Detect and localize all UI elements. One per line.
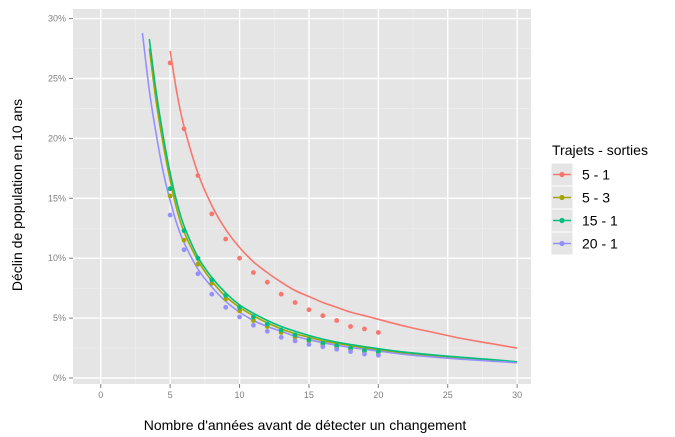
data-point-20-1 [181,247,187,253]
legend-label: 15 - 1 [582,213,618,229]
y-tick-label: 20% [48,133,66,143]
data-point-20-1 [237,314,242,320]
y-tick-label: 25% [48,73,66,83]
data-point-5-3 [251,318,256,323]
y-tick-label: 5% [53,313,66,323]
data-point-15-1 [167,186,173,192]
data-point-15-1 [292,332,298,338]
x-tick-label: 0 [98,390,103,400]
plot-panel [73,9,531,384]
data-point-20-1 [306,342,312,347]
legend-key-point [559,171,565,178]
data-point-20-1 [292,338,298,344]
data-point-15-1 [306,337,312,343]
x-tick-label: 10 [235,390,245,400]
data-point-20-1 [223,304,229,310]
legend-label: 5 - 1 [582,167,610,183]
data-point-5-3 [195,261,201,267]
y-tick-label: 10% [48,253,66,263]
data-point-5-1 [251,270,256,275]
x-tick-label: 20 [373,390,383,400]
legend-label: 5 - 3 [582,190,610,206]
data-point-15-1 [237,304,242,310]
legend-key-point [559,194,565,201]
data-point-15-1 [195,255,201,261]
data-point-5-3 [223,296,229,302]
data-point-20-1 [251,322,256,328]
x-tick-label: 15 [304,390,314,400]
legend: Trajets - sorties 5 - 1 5 - 3 15 - 1 20 - 1 [550,142,648,256]
data-point-20-1 [334,346,340,352]
legend-key-point [559,217,565,224]
data-point-5-1 [195,173,201,178]
data-point-20-1 [278,334,284,340]
data-point-15-1 [223,292,229,298]
x-axis-title: Nombre d'années avant de détecter un cha… [144,417,467,433]
data-point-20-1 [362,351,367,357]
data-point-5-1 [292,300,298,305]
data-point-15-1 [209,277,215,283]
data-point-5-1 [320,313,326,319]
data-point-5-1 [306,307,312,313]
data-point-5-1 [223,236,229,242]
data-point-20-1 [195,271,201,277]
legend-title: Trajets - sorties [552,142,648,158]
data-point-15-1 [181,228,187,234]
data-point-5-3 [209,280,215,286]
data-point-15-1 [251,314,256,320]
data-point-5-3 [237,308,242,314]
series-line-15-1 [148,38,518,363]
x-axis: 0 5 10 15 20 25 30 [98,384,522,400]
data-point-20-1 [167,212,173,218]
data-point-15-1 [362,348,367,353]
data-point-15-1 [334,343,340,349]
y-axis-title: Déclin de population en 10 ans [9,99,25,291]
legend-label: 20 - 1 [582,236,618,252]
data-point-5-3 [181,237,187,243]
data-point-15-1 [320,340,326,346]
y-tick-label: 15% [48,193,66,203]
data-point-5-1 [237,255,242,261]
y-axis: 0% 5% 10% 15% 20% 25% 30% [48,14,73,383]
data-point-5-1 [362,326,367,332]
series-line-5-1 [169,50,518,349]
data-point-20-1 [209,291,215,297]
x-tick-label: 25 [443,390,453,400]
data-point-5-1 [348,324,353,329]
data-point-5-1 [264,279,270,285]
data-point-20-1 [348,349,353,355]
data-point-15-1 [375,349,381,355]
legend-key-point [559,240,565,247]
data-point-5-1 [167,60,173,66]
data-point-20-1 [375,352,381,358]
series-points [167,60,381,358]
data-point-5-1 [181,126,187,132]
data-point-20-1 [320,344,326,350]
data-point-5-1 [334,318,340,323]
data-point-5-3 [167,193,173,199]
data-point-5-1 [278,291,284,297]
data-point-15-1 [264,321,270,327]
x-tick-label: 30 [512,390,522,400]
y-tick-label: 0% [53,373,66,383]
data-point-20-1 [264,328,270,334]
data-point-5-1 [375,330,381,335]
x-tick-label: 5 [168,390,173,400]
data-point-15-1 [348,345,353,351]
data-point-15-1 [278,327,284,333]
y-tick-label: 30% [48,14,66,24]
data-point-5-1 [209,211,215,217]
